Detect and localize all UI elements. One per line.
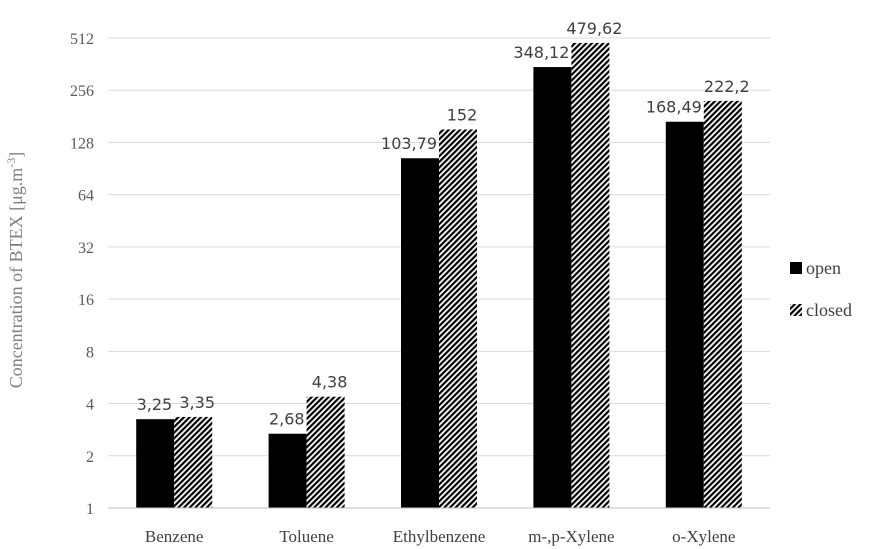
bar-open-1 bbox=[268, 433, 307, 508]
data-label-open-4: 168,49 bbox=[646, 98, 702, 117]
bar-open-4 bbox=[665, 121, 704, 508]
y-tick-label-128: 128 bbox=[70, 135, 94, 152]
x-category-label-3: m-,p-Xylene bbox=[528, 527, 614, 546]
y-tick-label-512: 512 bbox=[70, 31, 94, 48]
bar-open-3 bbox=[533, 67, 572, 508]
bars bbox=[136, 42, 742, 509]
bar-closed-3 bbox=[571, 42, 610, 508]
bar-closed-1 bbox=[306, 396, 345, 508]
bar-open-2 bbox=[401, 158, 439, 509]
data-label-open-0: 3,25 bbox=[137, 395, 173, 414]
y-tick-label-64: 64 bbox=[78, 188, 94, 205]
data-label-closed-3: 479,62 bbox=[566, 19, 622, 38]
x-category-label-2: Ethylbenzene bbox=[393, 527, 486, 546]
x-category-label-1: Toluene bbox=[279, 527, 334, 546]
bar-closed-4 bbox=[703, 100, 742, 508]
legend-swatch-open bbox=[790, 262, 802, 274]
data-label-open-3: 348,12 bbox=[513, 43, 569, 62]
legend-label-closed: closed bbox=[806, 300, 852, 320]
data-label-closed-0: 3,35 bbox=[179, 393, 215, 412]
x-category-label-0: Benzene bbox=[145, 527, 204, 546]
y-tick-label-1: 1 bbox=[86, 501, 94, 518]
data-label-closed-2: 152 bbox=[447, 105, 478, 124]
bar-closed-0 bbox=[174, 416, 213, 508]
bar-open-0 bbox=[136, 419, 175, 508]
legend: open closed bbox=[790, 258, 852, 320]
x-axis-categories: Benzene Toluene Ethylbenzene m-,p-Xylene o-X… bbox=[145, 527, 735, 546]
y-axis-label-main: Concentration of BTEX [μg.m bbox=[6, 168, 26, 389]
y-tick-label-8: 8 bbox=[86, 344, 94, 361]
y-tick-label-16: 16 bbox=[78, 292, 94, 309]
y-axis-label: Concentration of BTEX [μg.m-3] bbox=[4, 152, 26, 389]
y-tick-label-4: 4 bbox=[86, 397, 94, 414]
data-labels: 3,25 3,35 2,68 4,38 103,79 152 348,12 479,62 168… bbox=[137, 19, 750, 429]
y-axis-label-sup: -3 bbox=[4, 158, 18, 168]
legend-swatch-closed bbox=[790, 304, 802, 316]
data-label-closed-4: 222,2 bbox=[704, 77, 750, 96]
y-tick-label-32: 32 bbox=[78, 240, 94, 257]
y-tick-label-2: 2 bbox=[86, 449, 94, 466]
data-label-open-2: 103,79 bbox=[381, 134, 437, 153]
data-label-closed-1: 4,38 bbox=[312, 373, 348, 392]
legend-label-open: open bbox=[806, 258, 841, 278]
y-tick-label-256: 256 bbox=[70, 83, 94, 100]
data-label-open-1: 2,68 bbox=[269, 410, 305, 429]
x-category-label-4: o-Xylene bbox=[672, 527, 735, 546]
y-axis-label-close: ] bbox=[6, 152, 26, 158]
y-axis-ticks: 1 2 4 8 16 32 64 128 256 512 bbox=[70, 31, 94, 518]
bar-closed-2 bbox=[439, 129, 477, 508]
